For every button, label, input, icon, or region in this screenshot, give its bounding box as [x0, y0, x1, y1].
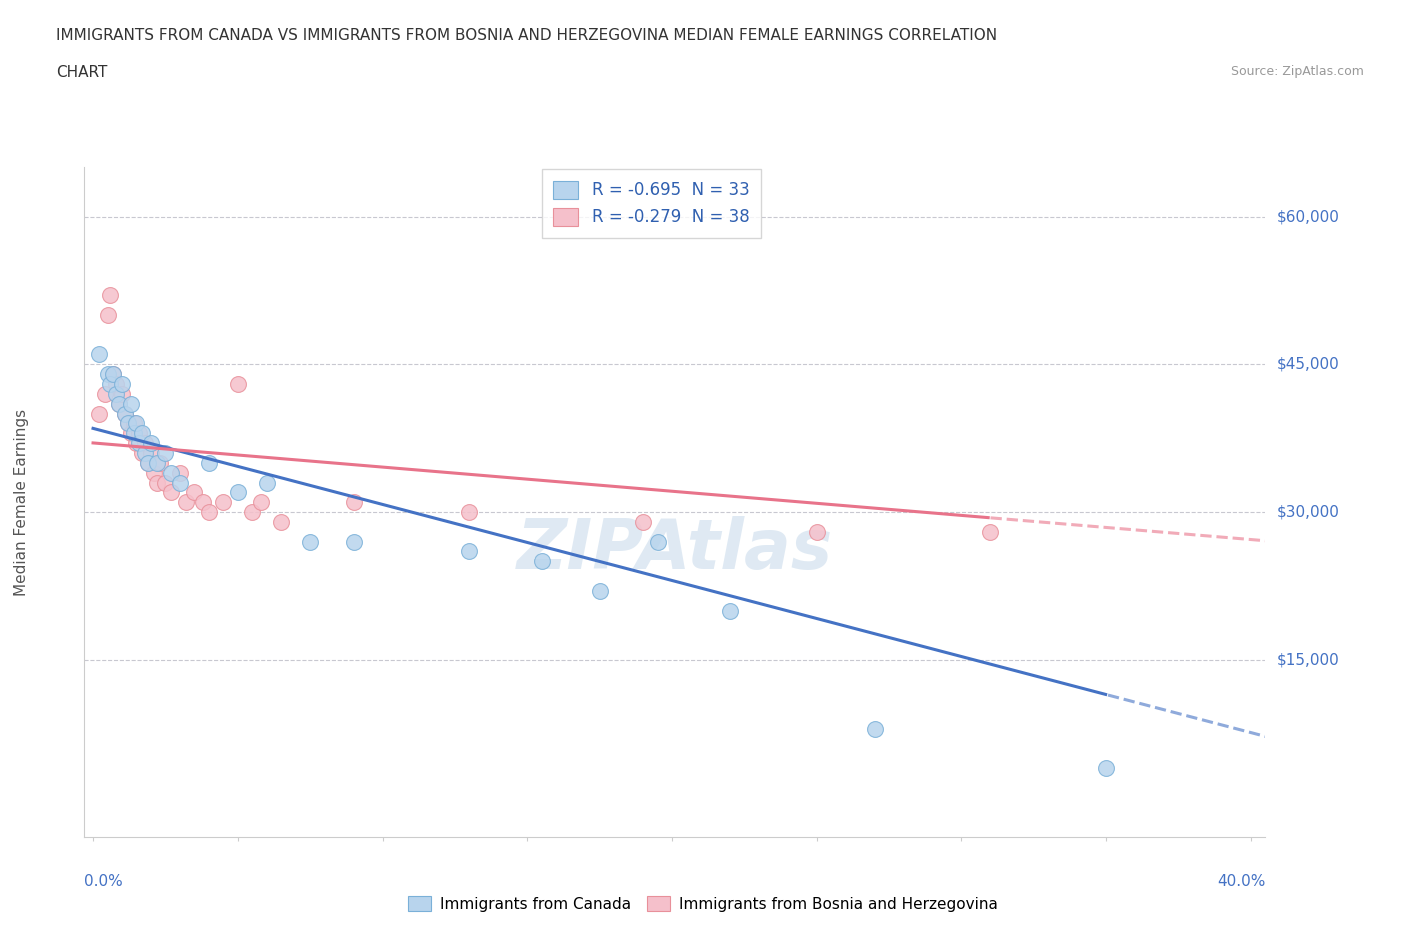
Point — [120, 396, 142, 411]
Point — [160, 485, 183, 499]
Text: IMMIGRANTS FROM CANADA VS IMMIGRANTS FROM BOSNIA AND HERZEGOVINA MEDIAN FEMALE E: IMMIGRANTS FROM CANADA VS IMMIGRANTS FRO… — [56, 28, 997, 43]
Point — [134, 435, 156, 450]
Point — [530, 554, 553, 569]
Point — [125, 435, 148, 450]
Point — [128, 426, 150, 441]
Point — [120, 426, 142, 441]
Point — [136, 456, 159, 471]
Point — [142, 465, 165, 480]
Point — [198, 456, 221, 471]
Point — [108, 396, 131, 411]
Text: CHART: CHART — [56, 65, 108, 80]
Point — [96, 366, 118, 381]
Point — [139, 445, 162, 460]
Legend: Immigrants from Canada, Immigrants from Bosnia and Herzegovina: Immigrants from Canada, Immigrants from … — [402, 889, 1004, 918]
Point — [134, 445, 156, 460]
Text: $60,000: $60,000 — [1277, 209, 1340, 224]
Legend: R = -0.695  N = 33, R = -0.279  N = 38: R = -0.695 N = 33, R = -0.279 N = 38 — [541, 169, 761, 238]
Point — [718, 603, 741, 618]
Point — [105, 377, 128, 392]
Point — [270, 514, 292, 529]
Point — [155, 475, 177, 490]
Point — [256, 475, 278, 490]
Point — [1095, 761, 1118, 776]
Point — [226, 485, 249, 499]
Point — [149, 456, 172, 471]
Point — [174, 495, 197, 510]
Point — [139, 435, 162, 450]
Text: $15,000: $15,000 — [1277, 652, 1340, 667]
Point — [114, 406, 136, 421]
Point — [117, 416, 139, 431]
Point — [111, 377, 134, 392]
Point — [160, 465, 183, 480]
Point — [155, 445, 177, 460]
Point — [169, 465, 191, 480]
Point — [863, 722, 886, 737]
Point — [87, 406, 110, 421]
Point — [145, 456, 167, 471]
Point — [122, 426, 145, 441]
Point — [114, 406, 136, 421]
Point — [191, 495, 214, 510]
Point — [458, 505, 481, 520]
Point — [111, 387, 134, 402]
Point — [128, 435, 150, 450]
Point — [240, 505, 263, 520]
Point — [183, 485, 205, 499]
Point — [342, 495, 364, 510]
Point — [806, 525, 828, 539]
Point — [299, 534, 322, 549]
Point — [136, 456, 159, 471]
Point — [342, 534, 364, 549]
Point — [93, 387, 115, 402]
Point — [631, 514, 654, 529]
Point — [131, 426, 153, 441]
Point — [145, 475, 167, 490]
Text: 40.0%: 40.0% — [1218, 874, 1265, 889]
Point — [588, 583, 610, 598]
Point — [226, 377, 249, 392]
Point — [108, 396, 131, 411]
Text: 0.0%: 0.0% — [84, 874, 124, 889]
Point — [198, 505, 221, 520]
Point — [105, 387, 128, 402]
Point — [458, 544, 481, 559]
Point — [169, 475, 191, 490]
Point — [212, 495, 235, 510]
Point — [979, 525, 1001, 539]
Point — [103, 366, 125, 381]
Point — [100, 288, 122, 303]
Text: Source: ZipAtlas.com: Source: ZipAtlas.com — [1230, 65, 1364, 78]
Text: $30,000: $30,000 — [1277, 505, 1340, 520]
Point — [100, 377, 122, 392]
Point — [122, 416, 145, 431]
Point — [250, 495, 273, 510]
Point — [117, 416, 139, 431]
Point — [125, 416, 148, 431]
Point — [96, 308, 118, 323]
Point — [87, 347, 110, 362]
Text: Median Female Earnings: Median Female Earnings — [14, 408, 28, 596]
Text: $45,000: $45,000 — [1277, 357, 1340, 372]
Point — [103, 366, 125, 381]
Text: ZIPAtlas: ZIPAtlas — [517, 515, 832, 582]
Point — [131, 445, 153, 460]
Point — [647, 534, 669, 549]
